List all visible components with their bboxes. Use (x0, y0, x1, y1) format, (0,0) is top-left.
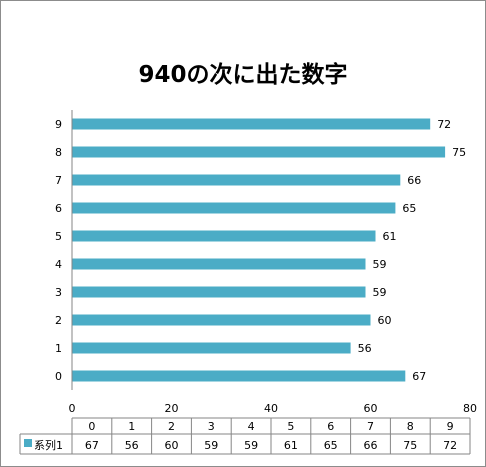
table-header-0: 0 (88, 420, 95, 433)
data-label-7: 66 (407, 174, 421, 187)
x-tick-label-20: 20 (165, 402, 179, 415)
legend-series-name: 系列1 (34, 438, 63, 452)
bar-9 (72, 118, 431, 130)
y-tick-label-8: 8 (55, 146, 62, 159)
table-header-2: 2 (168, 420, 175, 433)
table-cell-4: 59 (244, 439, 258, 452)
data-label-6: 65 (402, 202, 416, 215)
table-header-6: 6 (327, 420, 334, 433)
table-cell-5: 61 (284, 439, 298, 452)
table-header-7: 7 (367, 420, 374, 433)
table-header-3: 3 (208, 420, 215, 433)
y-tick-label-6: 6 (55, 202, 62, 215)
data-label-1: 56 (358, 342, 372, 355)
x-tick-label-40: 40 (264, 402, 278, 415)
y-tick-label-5: 5 (55, 230, 62, 243)
x-tick-label-80: 80 (463, 402, 477, 415)
y-tick-label-3: 3 (55, 286, 62, 299)
y-tick-label-7: 7 (55, 174, 62, 187)
bar-3 (72, 286, 366, 298)
bar-5 (72, 230, 376, 242)
bar-6 (72, 202, 396, 214)
data-label-3: 59 (373, 286, 387, 299)
table-header-4: 4 (248, 420, 255, 433)
table-header-1: 1 (128, 420, 135, 433)
data-label-0: 67 (412, 370, 426, 383)
table-cell-1: 56 (125, 439, 139, 452)
table-header-9: 9 (447, 420, 454, 433)
y-tick-label-1: 1 (55, 342, 62, 355)
table-cell-9: 72 (443, 439, 457, 452)
bar-4 (72, 258, 366, 270)
data-table: 0 67 1 56 2 60 3 59 4 59 5 61 6 65 7 66 8 75 9 72 系列1 (19, 417, 471, 455)
table-cell-2: 60 (165, 439, 179, 452)
table-header-5: 5 (287, 420, 294, 433)
legend-key (24, 439, 32, 447)
table-cell-8: 75 (403, 439, 417, 452)
table-cell-7: 66 (364, 439, 378, 452)
x-tick-label-60: 60 (364, 402, 378, 415)
bar-2 (72, 314, 371, 326)
data-label-8: 75 (452, 146, 466, 159)
data-label-9: 72 (437, 118, 451, 131)
bar-7 (72, 174, 401, 186)
table-header-8: 8 (407, 420, 414, 433)
data-label-5: 61 (383, 230, 397, 243)
bar-8 (72, 146, 446, 158)
chart-title: 940の次に出た数字 (138, 62, 348, 88)
data-label-2: 60 (378, 314, 392, 327)
bar-0 (72, 370, 406, 382)
y-tick-label-2: 2 (55, 314, 62, 327)
bar-group: 67 56 60 59 59 61 65 66 75 72 (72, 118, 466, 383)
y-tick-label-4: 4 (55, 258, 62, 271)
x-tick-label-0: 0 (69, 402, 76, 415)
y-tick-label-9: 9 (55, 118, 62, 131)
data-label-4: 59 (373, 258, 387, 271)
bar-1 (72, 342, 351, 354)
table-cell-0: 67 (85, 439, 99, 452)
table-cell-3: 59 (204, 439, 218, 452)
y-tick-label-0: 0 (55, 370, 62, 383)
table-cell-6: 65 (324, 439, 338, 452)
